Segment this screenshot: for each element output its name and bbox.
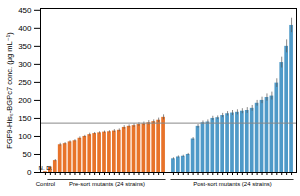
svg-text:FGF9-His₆-BGPc7 conc. (μg mL⁻¹: FGF9-His₆-BGPc7 conc. (μg mL⁻¹) bbox=[5, 32, 14, 149]
svg-text:150: 150 bbox=[18, 114, 32, 123]
svg-text:450: 450 bbox=[18, 6, 32, 15]
svg-text:Post-sort mutants (24 strains): Post-sort mutants (24 strains) bbox=[193, 181, 272, 187]
svg-text:0: 0 bbox=[27, 168, 32, 177]
svg-text:50: 50 bbox=[23, 150, 32, 159]
svg-text:400: 400 bbox=[18, 24, 32, 33]
svg-text:Control: Control bbox=[36, 181, 55, 187]
svg-text:Pre-sort mutants (24 strains): Pre-sort mutants (24 strains) bbox=[69, 181, 145, 187]
svg-text:300: 300 bbox=[18, 60, 32, 69]
svg-text:N. D.: N. D. bbox=[38, 164, 53, 171]
svg-text:250: 250 bbox=[18, 78, 32, 87]
svg-text:200: 200 bbox=[18, 96, 32, 105]
svg-text:350: 350 bbox=[18, 42, 32, 51]
svg-text:100: 100 bbox=[18, 132, 32, 141]
